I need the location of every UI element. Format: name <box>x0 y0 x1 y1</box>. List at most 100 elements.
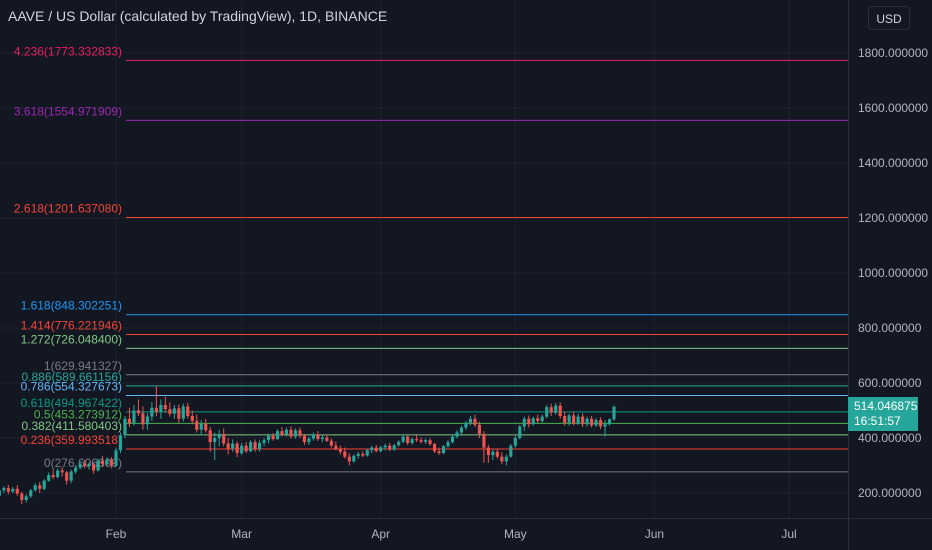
candle[interactable] <box>379 445 383 453</box>
candle[interactable] <box>284 427 289 437</box>
candle[interactable] <box>607 418 612 426</box>
candle[interactable] <box>419 437 423 444</box>
candle[interactable] <box>482 431 486 463</box>
candle[interactable] <box>455 430 459 439</box>
candle[interactable] <box>428 438 432 446</box>
candle[interactable] <box>163 396 167 413</box>
candle[interactable] <box>51 469 55 480</box>
candle[interactable] <box>222 428 226 447</box>
candle[interactable] <box>567 413 571 426</box>
candle[interactable] <box>266 433 271 444</box>
candle[interactable] <box>464 420 468 430</box>
candle[interactable] <box>168 402 172 417</box>
candle[interactable] <box>208 427 212 452</box>
candle[interactable] <box>96 458 100 472</box>
candle[interactable] <box>603 420 607 437</box>
candle[interactable] <box>612 405 616 421</box>
candle[interactable] <box>437 447 441 456</box>
candle[interactable] <box>441 444 446 454</box>
candle[interactable] <box>154 385 158 416</box>
candle[interactable] <box>536 414 540 423</box>
candle[interactable] <box>432 442 437 454</box>
candle[interactable] <box>141 406 145 430</box>
candle[interactable] <box>109 457 114 469</box>
candle[interactable] <box>47 472 51 482</box>
candle[interactable] <box>572 411 576 426</box>
candle[interactable] <box>504 454 508 466</box>
candle[interactable] <box>38 482 42 493</box>
candle[interactable] <box>2 486 6 493</box>
currency-button[interactable]: USD <box>868 6 910 30</box>
candle[interactable] <box>280 427 284 437</box>
candle[interactable] <box>136 399 141 417</box>
candle[interactable] <box>356 451 360 459</box>
candle[interactable] <box>20 491 24 504</box>
candle[interactable] <box>558 402 562 419</box>
candle[interactable] <box>334 441 338 451</box>
candle[interactable] <box>231 439 235 452</box>
candle[interactable] <box>361 451 365 458</box>
candle[interactable] <box>258 440 262 452</box>
candle[interactable] <box>302 433 307 445</box>
candle[interactable] <box>410 437 414 445</box>
candle[interactable] <box>468 416 473 426</box>
candle[interactable] <box>60 466 64 477</box>
candle[interactable] <box>500 452 504 465</box>
candle[interactable] <box>217 429 221 447</box>
candle[interactable] <box>446 440 450 448</box>
candle[interactable] <box>352 454 356 463</box>
candle[interactable] <box>531 416 535 426</box>
candle[interactable] <box>388 442 392 452</box>
candle[interactable] <box>307 436 311 445</box>
candle[interactable] <box>253 439 257 452</box>
candle[interactable] <box>522 416 526 432</box>
candle[interactable] <box>347 453 351 466</box>
candle[interactable] <box>159 399 163 419</box>
candle[interactable] <box>343 447 347 459</box>
candle[interactable] <box>69 469 73 484</box>
candle[interactable] <box>545 405 549 419</box>
candle[interactable] <box>527 415 531 428</box>
candle[interactable] <box>563 411 567 426</box>
candle[interactable] <box>329 438 333 448</box>
candle[interactable] <box>65 471 69 485</box>
price-axis[interactable]: 1800.000000 1600.000000 1400.000000 1200.00… <box>858 46 928 500</box>
candle[interactable] <box>450 434 455 444</box>
candle[interactable] <box>590 416 594 428</box>
candle[interactable] <box>473 414 477 427</box>
candle[interactable] <box>213 432 217 461</box>
candle[interactable] <box>244 442 248 454</box>
candle[interactable] <box>477 421 481 439</box>
candle[interactable] <box>374 444 378 453</box>
candle[interactable] <box>11 486 15 493</box>
candle[interactable] <box>190 410 194 425</box>
candle[interactable] <box>271 433 275 441</box>
candle[interactable] <box>495 448 499 459</box>
candle[interactable] <box>491 449 495 460</box>
candle[interactable] <box>549 403 553 416</box>
candle[interactable] <box>401 434 405 443</box>
candle[interactable] <box>114 447 118 467</box>
candle[interactable] <box>598 417 603 430</box>
candle[interactable] <box>509 444 513 458</box>
candle[interactable] <box>370 445 374 454</box>
candle[interactable] <box>42 479 46 491</box>
candle[interactable] <box>415 435 419 443</box>
candle[interactable] <box>56 468 60 479</box>
candle[interactable] <box>424 438 428 445</box>
candle[interactable] <box>123 416 127 438</box>
candle[interactable] <box>91 462 96 474</box>
candle[interactable] <box>540 414 544 423</box>
candle[interactable] <box>6 484 10 495</box>
candle[interactable] <box>145 413 149 430</box>
candle[interactable] <box>132 405 136 426</box>
candle[interactable] <box>100 455 105 467</box>
candle[interactable] <box>316 431 320 441</box>
candle[interactable] <box>397 440 401 447</box>
candle[interactable] <box>311 432 315 441</box>
candle[interactable] <box>365 448 369 457</box>
candle[interactable] <box>293 428 298 439</box>
candle[interactable] <box>172 405 176 419</box>
candle[interactable] <box>33 483 37 492</box>
